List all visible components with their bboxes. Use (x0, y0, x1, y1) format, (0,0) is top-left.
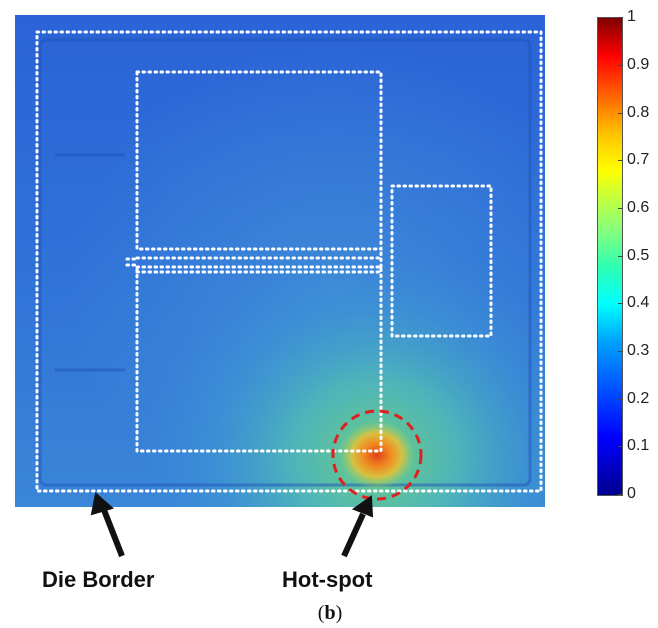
colorbar-tick-label: 0.6 (627, 199, 650, 216)
colorbar-tick (618, 256, 623, 257)
colorbar-tick (618, 65, 623, 66)
colorbar-tick (618, 208, 623, 209)
colorbar-tick (618, 399, 623, 400)
hot-spot-label: Hot-spot (282, 567, 373, 592)
connector-outline (125, 251, 383, 274)
colorbar-tick (618, 160, 623, 161)
upper-block-outline (135, 70, 383, 251)
right-block-outline (390, 184, 493, 338)
colorbar-tick (618, 17, 623, 18)
colorbar-tick (618, 494, 623, 495)
colorbar-tick-label: 0.9 (627, 56, 650, 73)
colorbar-tick-label: 0.8 (627, 104, 650, 121)
colorbar-tick-label: 0.7 (627, 151, 650, 168)
hot-spot-heat (339, 421, 415, 489)
colorbar-tick (618, 113, 623, 114)
caption-letter: b (324, 602, 336, 624)
colorbar-tick-label: 0.2 (627, 390, 650, 407)
colorbar-tick-label: 0 (627, 485, 636, 502)
colorbar-tick-label: 0.1 (627, 437, 650, 454)
colorbar-tick-label: 0.3 (627, 342, 650, 359)
lower-block-outline (135, 265, 383, 453)
colorbar-tick-label: 0.5 (627, 247, 650, 264)
hot-spot-circle (331, 409, 423, 501)
caption-close: ) (335, 602, 343, 624)
colorbar-tick (618, 446, 623, 447)
die-border-outline (35, 30, 543, 493)
colorbar-tick (618, 351, 623, 352)
thermal-map-image (15, 15, 545, 507)
colorbar-tick (618, 303, 623, 304)
caption-open: ( (317, 602, 325, 624)
figure-caption: (b) (300, 602, 360, 625)
colorbar-tick-label: 0.4 (627, 294, 650, 311)
die-border-label: Die Border (42, 567, 155, 592)
colorbar-tick-label: 1 (627, 8, 636, 25)
